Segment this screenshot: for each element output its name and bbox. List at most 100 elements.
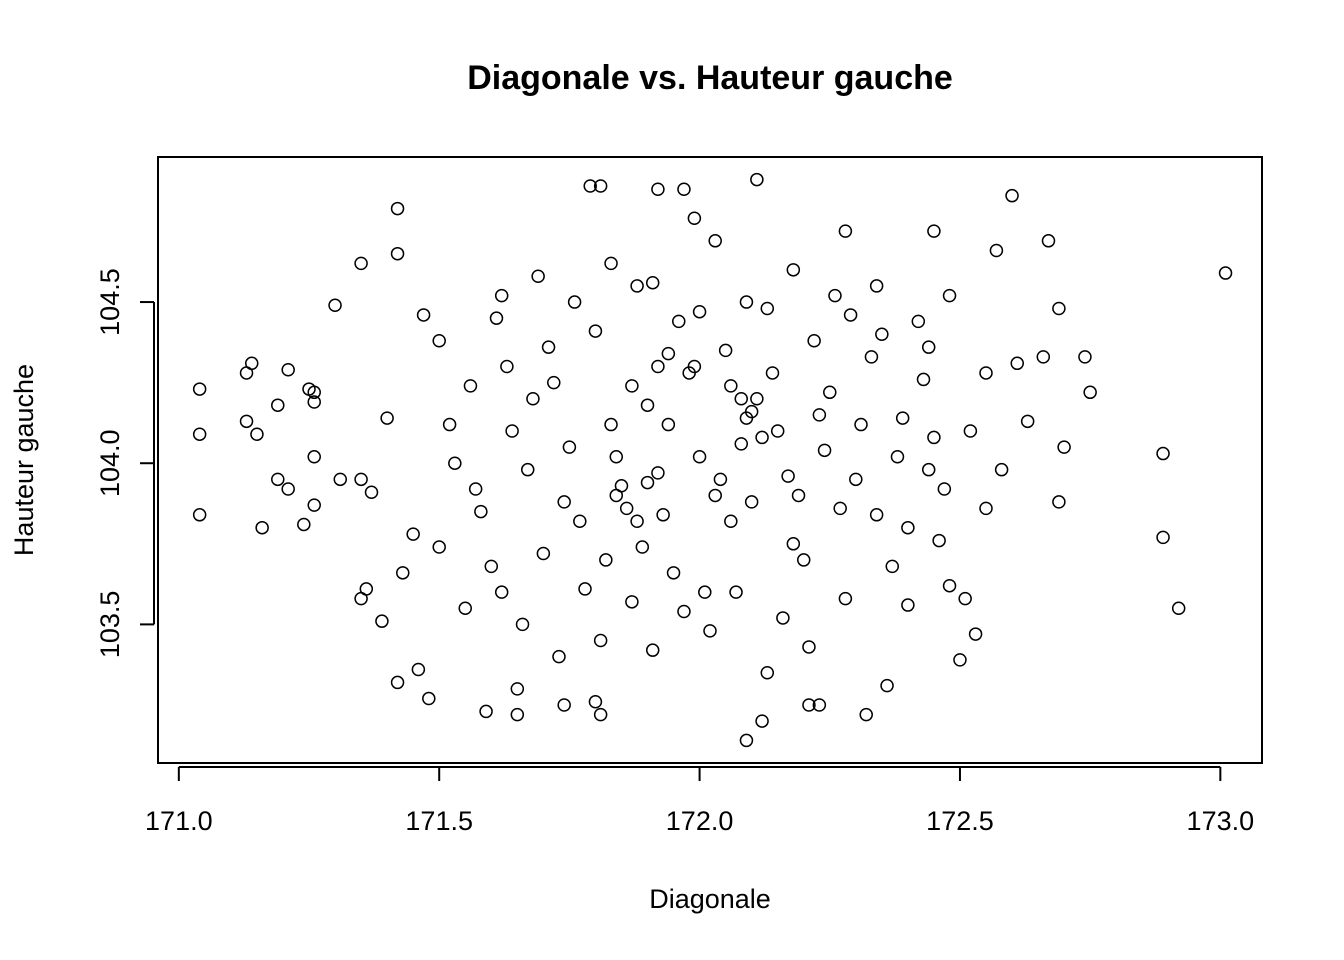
point [390, 675, 405, 690]
point [770, 424, 785, 438]
point [244, 356, 259, 371]
point [651, 182, 665, 196]
point [963, 424, 978, 438]
point [390, 201, 405, 216]
point [994, 462, 1009, 477]
point [1057, 440, 1071, 454]
point [448, 456, 462, 470]
point [593, 633, 608, 648]
point [630, 514, 644, 528]
point [937, 482, 952, 496]
point [1005, 188, 1019, 203]
point [557, 495, 571, 509]
point [1036, 350, 1051, 364]
point [625, 379, 639, 393]
point [380, 411, 394, 425]
point [802, 640, 816, 654]
point [250, 427, 264, 441]
point [494, 288, 509, 303]
point [854, 417, 868, 432]
point [510, 707, 525, 722]
point [333, 472, 348, 487]
point [734, 392, 748, 406]
point [968, 627, 983, 641]
point [812, 408, 827, 422]
point [760, 665, 775, 680]
point [942, 578, 957, 593]
point [807, 333, 821, 348]
point [364, 485, 379, 499]
point [307, 395, 321, 409]
point [921, 462, 936, 477]
point [416, 308, 431, 322]
point [510, 682, 525, 696]
point [520, 462, 535, 477]
point [927, 430, 941, 445]
point [432, 333, 446, 348]
point [729, 585, 743, 599]
point [271, 398, 285, 412]
point [734, 437, 748, 451]
point [875, 327, 889, 342]
point [588, 324, 603, 338]
point [599, 553, 613, 567]
point [422, 691, 436, 706]
point [354, 472, 368, 487]
point [677, 604, 691, 619]
point [817, 443, 832, 458]
point [656, 508, 670, 522]
chart-title: Diagonale vs. Hauteur gauche [467, 59, 953, 97]
point [724, 514, 738, 528]
point [307, 498, 321, 512]
point [552, 649, 566, 664]
point [307, 385, 321, 400]
point [932, 533, 946, 548]
point [1156, 446, 1170, 461]
point [271, 472, 285, 487]
point [442, 417, 457, 432]
point [744, 404, 759, 419]
point [708, 488, 722, 503]
point [468, 482, 483, 496]
x-axis-label: Diagonale [649, 884, 771, 914]
point [479, 704, 493, 719]
point [760, 301, 775, 316]
point [812, 698, 827, 712]
point [541, 340, 556, 354]
y-axis-label: Hauteur gauche [9, 364, 39, 556]
point [531, 269, 545, 284]
point [458, 601, 472, 616]
point [744, 495, 759, 509]
point [703, 624, 717, 638]
point [192, 382, 207, 396]
point [588, 695, 603, 709]
point [989, 243, 1004, 258]
point [192, 427, 207, 441]
point [640, 398, 655, 412]
point [880, 678, 894, 693]
point [474, 504, 488, 519]
point [755, 430, 769, 445]
point [921, 340, 936, 354]
point [838, 224, 853, 238]
point [547, 375, 561, 390]
point [979, 501, 993, 516]
point [494, 585, 509, 599]
point [1020, 414, 1035, 429]
point [625, 595, 639, 609]
point [687, 359, 702, 374]
point [666, 566, 681, 580]
point [927, 224, 941, 238]
point [604, 256, 618, 271]
point [713, 472, 728, 487]
point [838, 591, 853, 606]
x-tick-label: 172.0 [666, 806, 734, 836]
point [776, 611, 790, 625]
x-tick-label: 173.0 [1187, 806, 1255, 836]
point [526, 392, 540, 406]
y-tick-label: 103.5 [95, 591, 125, 659]
point [1156, 530, 1170, 545]
point [869, 279, 884, 293]
point [593, 179, 608, 193]
